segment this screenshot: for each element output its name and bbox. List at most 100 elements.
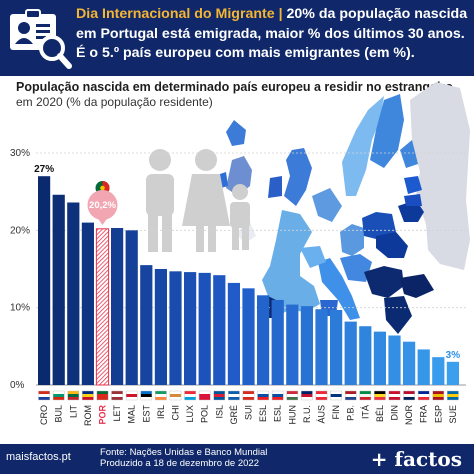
family-silhouette-icon (146, 149, 250, 252)
footer-source: Fonte: Nações Unidas e Banco Mundial Pro… (100, 447, 267, 469)
flag-icon (257, 390, 269, 401)
x-tick-label: FRA (419, 405, 429, 423)
x-tick-label: LIT (68, 405, 78, 419)
header-tag: Dia Internacional do Migrante | (76, 6, 283, 22)
flag-icon (111, 390, 123, 401)
bar-pol (198, 272, 211, 385)
x-tick-label: ESL (273, 405, 283, 422)
portugal-flag-emblem (100, 185, 105, 191)
x-tick-label: LUX (185, 405, 195, 423)
flag-icon (315, 390, 328, 401)
bar-hun (286, 304, 299, 385)
header-headline: 20% da população nascida em Portugal est… (76, 6, 468, 61)
x-tick-label: DIN (390, 405, 400, 421)
x-tick-label: HUN (287, 405, 297, 425)
bar-esl (271, 299, 284, 385)
flag-icon (125, 390, 138, 401)
x-tick-label: P.B. (346, 405, 356, 421)
flag-icon (242, 390, 255, 401)
data-label-last: 3% (446, 350, 461, 361)
x-tick-label: ISL (214, 405, 224, 419)
bar-sue (446, 361, 459, 385)
chart-bars (38, 176, 459, 386)
flag-icon (169, 390, 182, 401)
source-text: Fonte: Nações Unidas e Banco Mundial (100, 447, 268, 458)
bar-est (140, 265, 153, 385)
footer: maisfactos.pt Fonte: Nações Unidas e Ban… (0, 444, 474, 474)
chart-subtitle-units: em 2020 (% da população residente) (16, 95, 213, 109)
flag-icon (417, 390, 430, 401)
x-tick-label: POL (200, 405, 210, 423)
x-tick-label: SUE (448, 405, 458, 424)
x-tick-label: FIN (331, 405, 341, 420)
flag-icon (271, 390, 284, 401)
bar-mal (125, 230, 138, 385)
flag-icon (403, 390, 415, 401)
site-link[interactable]: maisfactos.pt (6, 451, 71, 463)
chart-y-axis: 0% 10% 20% 30% (10, 148, 30, 391)
chart-x-axis: CRO BUL LIT ROM POR LET MAL EST IRL CHI LUX POL ISL G… (39, 405, 458, 427)
y-tick-label: 30% (10, 148, 30, 159)
brand-logo: + factos (370, 447, 462, 471)
bar-cro (38, 176, 51, 385)
flag-icon (447, 390, 459, 401)
x-tick-label: CRO (39, 405, 49, 425)
x-tick-label: ESL (258, 405, 268, 422)
flag-icon (52, 390, 65, 401)
flag-icon (140, 390, 153, 401)
x-tick-label: NOR (404, 405, 414, 426)
bar-fra (417, 349, 430, 385)
bar-lit (67, 202, 80, 385)
bar-r.u. (300, 306, 313, 385)
y-tick-label: 10% (10, 303, 30, 314)
chart-flags (38, 390, 459, 401)
bar-esl (257, 295, 270, 385)
bar-bél (373, 331, 386, 385)
x-tick-label: MAL (127, 405, 137, 424)
bar-lux (184, 272, 197, 385)
flag-icon (432, 390, 445, 401)
header-title: Dia Internacional do Migrante | 20% da p… (76, 5, 468, 64)
x-tick-label: LET (112, 405, 122, 422)
x-tick-label: ÁUS (317, 405, 327, 424)
data-label-first: 27% (34, 164, 54, 175)
bar-irl (154, 269, 167, 385)
bar-itá (359, 326, 372, 385)
bar-chi (169, 271, 182, 385)
produced-text: Produzido a 18 de dezembro de 2022 (100, 458, 259, 469)
bar-bul (52, 194, 65, 385)
chart-data-labels: 27% 20,2% 3% (34, 164, 460, 361)
flag-icon (388, 390, 401, 401)
x-tick-label: ITÁ (360, 405, 370, 419)
flag-icon (374, 390, 386, 401)
x-tick-label: R.U. (302, 405, 312, 423)
flag-icon (82, 390, 94, 401)
flag-icon (286, 390, 299, 401)
flag-icon (213, 390, 226, 401)
bar-rom (81, 222, 94, 385)
header-banner: Dia Internacional do Migrante | 20% da p… (0, 0, 474, 76)
flag-icon (198, 390, 211, 401)
y-tick-label: 0% (10, 380, 25, 391)
flag-icon (344, 390, 357, 401)
chart-subtitle-block: População nascida em determinado país eu… (16, 80, 472, 110)
bar-din (388, 335, 401, 385)
bar-p.b. (344, 321, 357, 385)
data-label-highlight: 20,2% (89, 200, 116, 211)
x-tick-label: GRÉ (229, 405, 239, 425)
bar-por (95, 228, 110, 386)
flag-icon (155, 390, 167, 401)
chart-canvas: 0%10%20%30% CRO BUL LIT ROM POR LET MAL EST IRL C… (10, 82, 470, 427)
chart-subtitle: População nascida em determinado país eu… (16, 80, 457, 94)
bar-áus (315, 309, 328, 385)
flag-icon (359, 390, 372, 401)
flag-icon (38, 390, 50, 401)
x-tick-label: BUL (54, 405, 64, 423)
highlight-badge-pointer (97, 218, 108, 225)
profile-card-magnifier-icon (10, 9, 72, 69)
flag-icon (67, 390, 80, 401)
x-tick-label: SUI (244, 405, 254, 420)
flag-icon (96, 390, 109, 401)
x-tick-label: ROM (83, 405, 93, 426)
y-tick-label: 20% (10, 225, 30, 236)
